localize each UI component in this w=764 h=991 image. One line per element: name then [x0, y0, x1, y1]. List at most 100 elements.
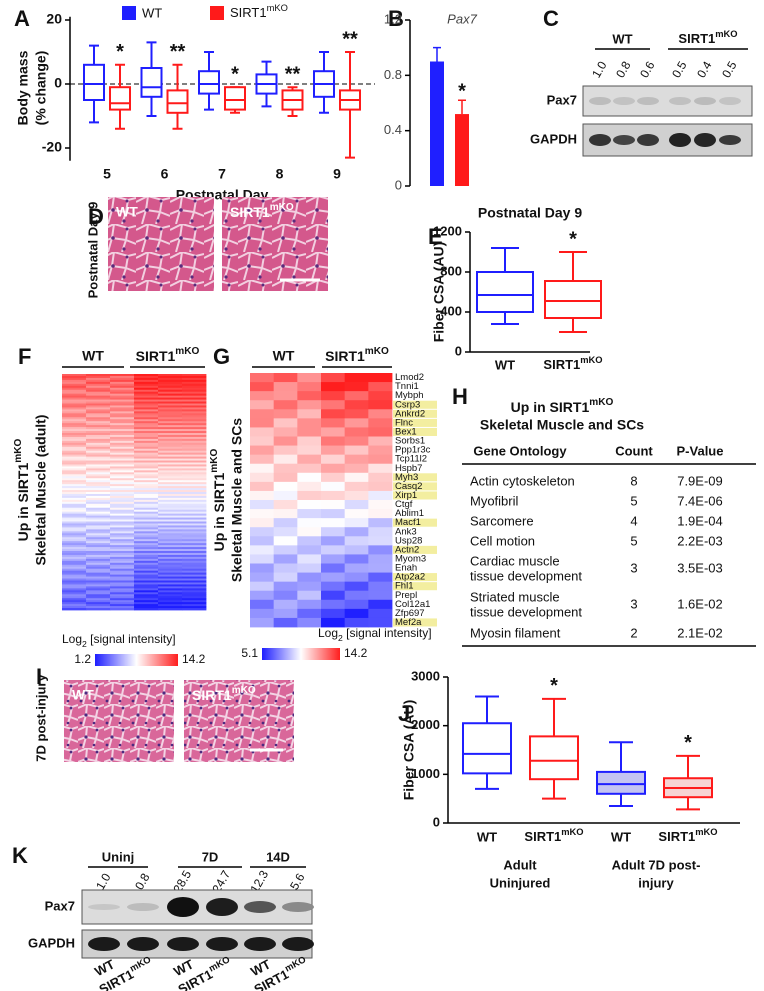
- heatmap-cell: [158, 407, 183, 410]
- heatmap-cell: [182, 476, 207, 479]
- heatmap-cell: [134, 397, 159, 400]
- heatmap-cell: [182, 545, 207, 548]
- heatmap-cell: [62, 604, 87, 607]
- heatmap-cell: [182, 474, 207, 477]
- gene-highlight: [393, 473, 437, 482]
- text-part: SIRT1: [543, 357, 580, 372]
- heatmap-cell: [62, 521, 87, 524]
- heatmap-cell: [297, 518, 322, 528]
- whisker-high: [491, 247, 519, 272]
- heatmap-cell: [158, 523, 183, 526]
- heatmap-cell: [134, 440, 159, 444]
- text-part: SIRT1: [192, 687, 232, 703]
- x-tick-label: SIRT1mKO: [524, 827, 583, 844]
- heatmap-cell: [134, 468, 159, 471]
- heatmap-cell: [158, 552, 183, 556]
- heatmap-cell: [182, 387, 207, 391]
- heatmap-cell: [110, 576, 135, 579]
- heatmap-cell: [368, 581, 393, 592]
- significance: **: [170, 41, 186, 63]
- heatmap-cell: [110, 470, 135, 473]
- gene-highlight: [393, 409, 437, 418]
- heatmap-cell: [297, 481, 322, 492]
- panel-label: E: [428, 224, 443, 249]
- y-axis-label: Fiber CSA (AU): [401, 700, 417, 801]
- whisker-low: [89, 100, 99, 124]
- micrograph-label: SIRT1mKO: [192, 685, 256, 703]
- heatmap-cell: [368, 617, 393, 628]
- heatmap-cell: [158, 509, 183, 513]
- whisker-high: [542, 697, 566, 737]
- table-header: Gene Ontology: [473, 443, 567, 458]
- heatmap-cell: [273, 617, 298, 628]
- heatmap-cell: [86, 383, 111, 387]
- heatmap-cell: [110, 543, 135, 546]
- heatmap-cell: [250, 472, 275, 483]
- blot-band: [613, 97, 635, 105]
- heatmap-cell: [134, 535, 159, 538]
- heatmap-cell: [158, 484, 183, 487]
- band-quantification: 0.4: [694, 59, 715, 81]
- heatmap-cell: [158, 551, 183, 554]
- heatmap-cell: [62, 539, 87, 542]
- whisker-low: [345, 109, 355, 159]
- heatmap-cell: [62, 515, 87, 518]
- heatmap-cell: [182, 497, 207, 501]
- heatmap-cell: [86, 391, 111, 395]
- heatmap-cell: [182, 415, 207, 418]
- blot-band: [637, 97, 659, 105]
- heatmap-cell: [110, 495, 135, 499]
- heatmap-cell: [158, 598, 183, 601]
- heatmap-cell: [182, 413, 207, 416]
- y-tick-label: 400: [440, 303, 462, 318]
- heatmap-cell: [321, 445, 346, 456]
- heatmap-cell: [134, 590, 159, 593]
- heatmap-cell: [182, 472, 207, 475]
- table-cell: 3: [630, 596, 637, 611]
- heatmap-cell: [158, 531, 183, 534]
- heatmap-cell: [62, 507, 87, 511]
- heatmap-cell: [182, 523, 207, 526]
- heatmap-cell: [297, 608, 322, 619]
- heatmap-cell: [297, 536, 322, 546]
- heatmap-cell: [344, 463, 369, 474]
- heatmap-cell: [134, 476, 159, 479]
- heatmap-cell: [110, 592, 135, 595]
- heatmap-cell: [110, 397, 135, 400]
- heatmap-cell: [134, 417, 159, 420]
- heatmap-cell: [134, 578, 159, 581]
- heatmap-cell: [182, 598, 207, 601]
- heatmap-cell: [182, 452, 207, 456]
- heatmap-cell: [86, 440, 111, 444]
- heatmap-cell: [321, 391, 346, 401]
- heatmap-cell: [86, 478, 111, 481]
- heatmap-cell: [62, 431, 87, 434]
- heatmap-cell: [134, 576, 159, 579]
- heatmap-cell: [182, 495, 207, 499]
- heatmap-cell: [86, 484, 111, 487]
- heatmap-cell: [110, 529, 135, 532]
- heatmap-cell: [182, 537, 207, 540]
- blot-band: [719, 135, 741, 145]
- heatmap-cell: [158, 389, 183, 393]
- gene-label: Tnni1: [395, 381, 419, 392]
- heatmap-cell: [110, 417, 135, 420]
- heatmap-cell: [273, 608, 298, 619]
- heatmap-cell: [86, 554, 111, 558]
- heatmap-cell: [158, 431, 183, 434]
- heatmap-cell: [158, 529, 183, 532]
- heatmap-cell: [182, 450, 207, 454]
- heatmap-cell: [110, 582, 135, 585]
- heatmap-cell: [158, 586, 183, 589]
- heatmap-cell: [110, 436, 135, 440]
- heatmap-cell: [110, 474, 135, 477]
- heatmap-cell: [134, 377, 159, 381]
- heatmap-cell: [297, 463, 322, 474]
- heatmap-cell: [158, 493, 183, 497]
- whisker-high: [475, 695, 499, 724]
- heatmap-cell: [134, 499, 159, 503]
- heatmap-cell: [344, 563, 369, 573]
- heatmap-cell: [62, 476, 87, 479]
- error-bar: [433, 46, 441, 62]
- heatmap-cell: [110, 383, 135, 387]
